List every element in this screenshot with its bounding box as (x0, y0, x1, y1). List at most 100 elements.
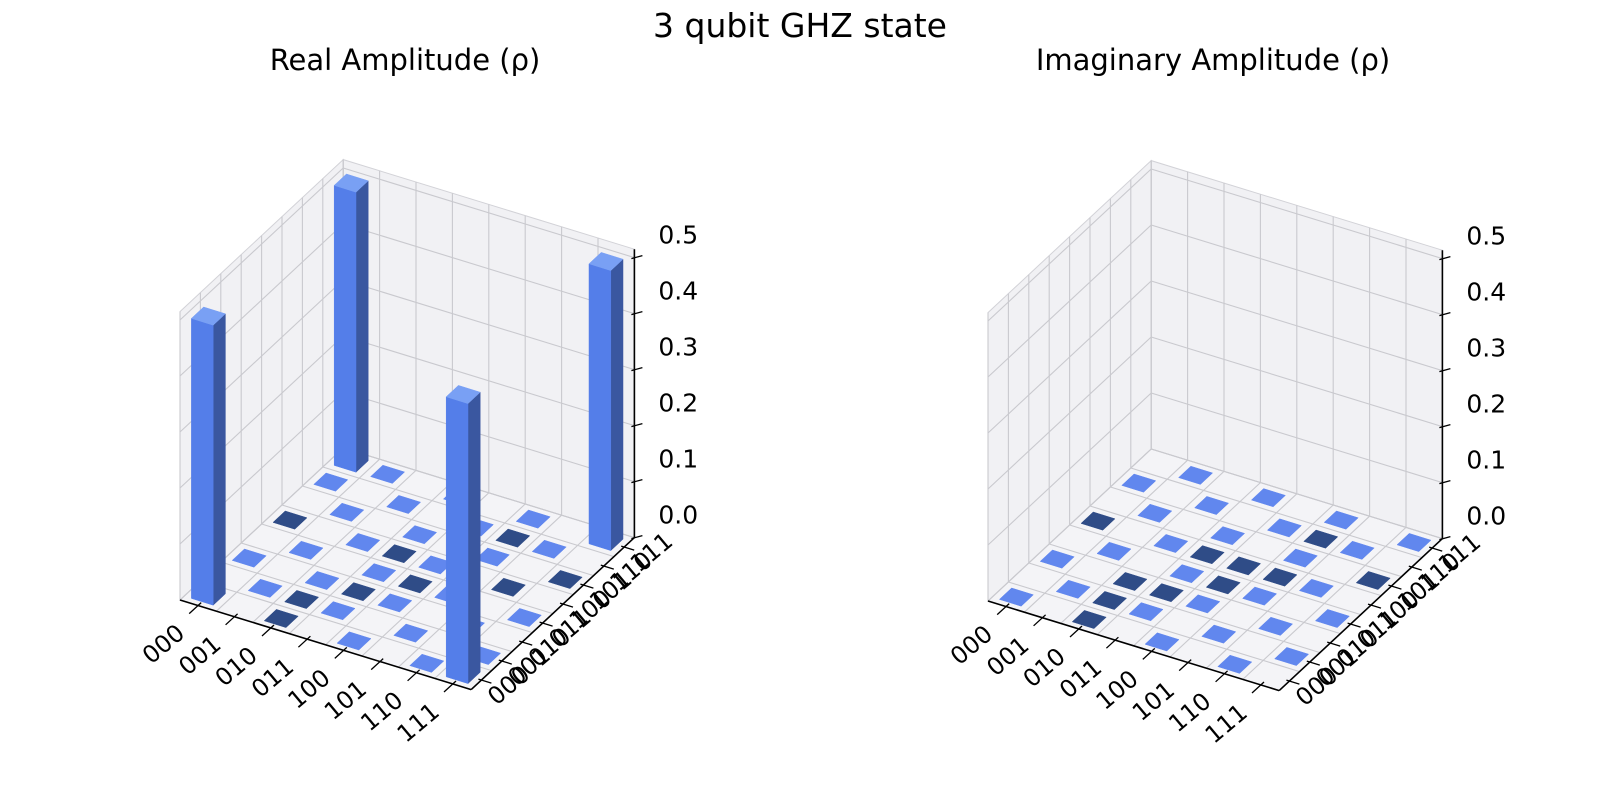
z-tick-label: 0.5 (658, 221, 698, 250)
zero-amplitude-tile (320, 601, 356, 621)
zero-amplitude-tile (1303, 529, 1339, 549)
imaginary-plot: 0000010100111001011101110000010100111001… (945, 159, 1506, 749)
zero-amplitude-tile (1121, 473, 1157, 493)
z-tick-mark (1439, 255, 1451, 261)
zero-amplitude-tile (1226, 556, 1262, 576)
y-tick-mark (498, 659, 512, 665)
zero-amplitude-tile (1153, 534, 1189, 553)
zero-amplitude-tile (288, 540, 324, 560)
x-tick-mark (1215, 670, 1229, 683)
bar-side-face (212, 313, 226, 606)
zero-amplitude-tile (1323, 510, 1359, 530)
z-tick-labels: 0.0 0.1 0.2 0.3 0.4 0.5 (1439, 222, 1506, 541)
x-tick-mark (334, 646, 348, 659)
zero-amplitude-tile (304, 571, 340, 590)
zero-amplitude-tile (531, 539, 567, 559)
zero-amplitude-tile (361, 563, 397, 583)
bar-front-face (191, 318, 214, 606)
zero-amplitude-tile (1185, 594, 1221, 614)
y-tick-mark (1347, 622, 1361, 628)
y-axis-line (1278, 538, 1443, 692)
y-tick-mark (559, 602, 574, 608)
bars-and-tiles (190, 173, 624, 685)
bar-side-face (355, 180, 369, 473)
z-tick-mark (631, 478, 643, 484)
z-tick-mark (631, 366, 643, 372)
zero-amplitude-tile (284, 590, 320, 609)
z-tick-label: 0.2 (1466, 390, 1506, 419)
zero-amplitude-tile (1262, 567, 1298, 587)
zero-amplitude-tile (1266, 518, 1302, 538)
zero-amplitude-tile (370, 464, 406, 484)
zero-amplitude-tile (263, 609, 299, 628)
z-tick-label: 0.5 (1466, 222, 1506, 251)
zero-amplitude-tile (1194, 496, 1230, 515)
z-tick-mark (1439, 423, 1451, 429)
real-subplot-title: Real Amplitude (ρ) (269, 43, 541, 77)
zero-amplitude-tile (1210, 526, 1246, 546)
zero-amplitude-tile (313, 472, 349, 492)
zero-amplitude-tile (1274, 647, 1310, 666)
z-tick-mark (631, 310, 643, 316)
x-tick-mark (297, 635, 311, 648)
z-tick-label: 0.3 (658, 333, 698, 362)
zero-amplitude-tile (1355, 571, 1391, 590)
x-tick-mark (1105, 636, 1119, 649)
y-tick-mark (1388, 584, 1402, 590)
zero-amplitude-tile (1178, 465, 1214, 485)
bars-and-tiles (998, 465, 1432, 674)
x-tick-mark (188, 602, 202, 615)
bar-top-face (445, 385, 481, 404)
bar-front-face (333, 185, 357, 473)
zero-amplitude-tile (515, 509, 551, 529)
y-tick-mark (1408, 565, 1422, 571)
real-plot: 0000010100111001011101110000010100111001… (137, 158, 698, 748)
x-tick-mark (407, 669, 421, 682)
zero-amplitude-tile (1205, 575, 1241, 595)
imaginary-subplot-title: Imaginary Amplitude (ρ) (1035, 43, 1391, 77)
zero-amplitude-tile (1282, 548, 1318, 568)
zero-amplitude-tile (397, 574, 433, 594)
y-tick-mark (1429, 546, 1443, 552)
bar-top-face (190, 306, 226, 326)
zero-amplitude-tile (1339, 540, 1375, 560)
y-tick-mark (600, 564, 614, 570)
z-tick-mark (631, 534, 643, 540)
y-axis-line (470, 537, 635, 691)
bar-front-face (588, 263, 612, 551)
zero-amplitude-tile (345, 533, 381, 552)
zero-amplitude-tile (1096, 541, 1132, 561)
zero-amplitude-tile (547, 570, 583, 589)
x-axis-line (987, 600, 1280, 692)
zero-amplitude-tile (1148, 583, 1184, 603)
axis-lines (987, 250, 1444, 692)
zero-amplitude-tile (1314, 609, 1350, 628)
z-tick-mark (631, 422, 643, 428)
zero-amplitude-tile (381, 544, 417, 564)
z-tick-label: 0.4 (1466, 278, 1506, 307)
axis-lines (179, 249, 636, 691)
zero-amplitude-tile (1396, 533, 1432, 552)
zero-amplitude-tile (409, 653, 445, 673)
zero-amplitude-tile (231, 548, 267, 568)
zero-amplitude-tile (1144, 632, 1180, 652)
x-tick-mark (370, 658, 384, 671)
zero-amplitude-tile (336, 631, 372, 651)
zero-amplitude-tile (490, 577, 526, 597)
zero-amplitude-tile (1137, 503, 1173, 523)
zero-amplitude-tile (495, 528, 531, 548)
x-tick-mark (443, 680, 457, 693)
bar-top-face (333, 173, 369, 193)
y-tick-mark (1327, 641, 1341, 647)
zero-amplitude-tile (1298, 578, 1334, 598)
zero-amplitude-tile (1250, 488, 1286, 508)
y-tick-mark (1286, 679, 1300, 685)
zero-amplitude-tile (1092, 591, 1128, 610)
bar-top-face (588, 252, 624, 271)
z-tick-label: 0.3 (1466, 334, 1506, 363)
z-tick-label: 0.0 (658, 501, 698, 530)
x-tick-mark (1033, 614, 1047, 627)
zero-amplitude-tile (1128, 602, 1164, 622)
z-tick-labels: 0.0 0.1 0.2 0.3 0.4 0.5 (631, 221, 698, 540)
